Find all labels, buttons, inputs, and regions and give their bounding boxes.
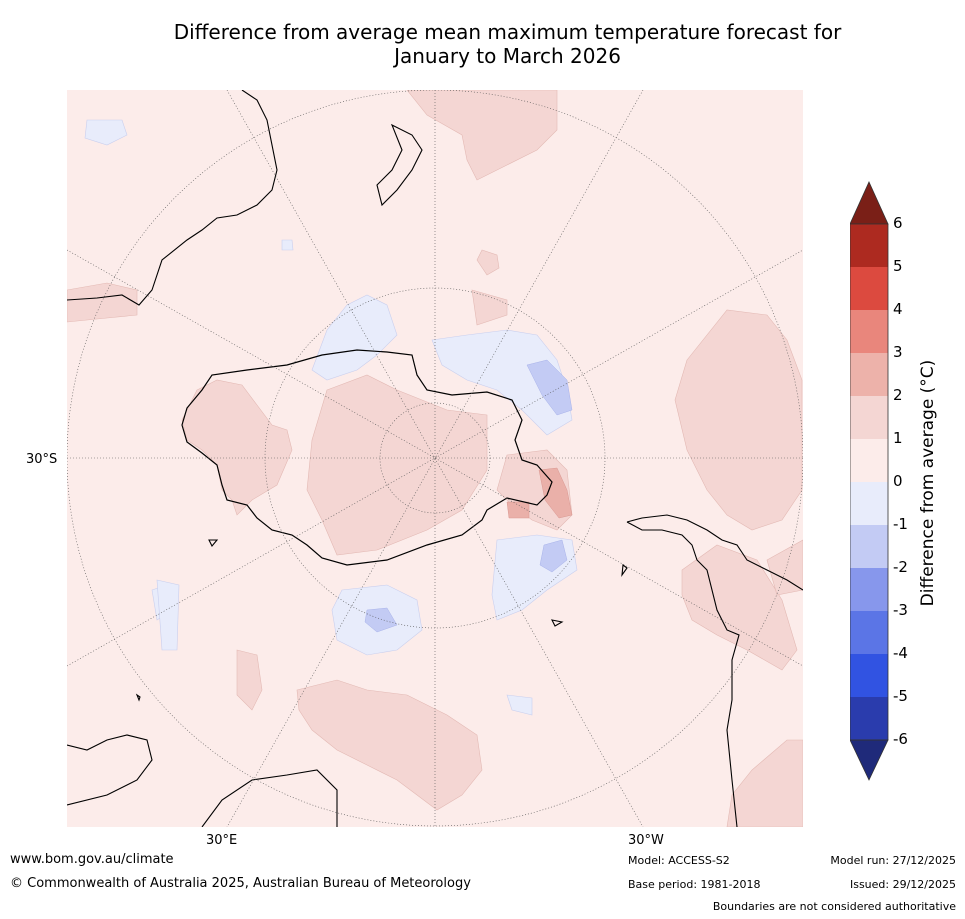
colorbar-tick: -4 [893,644,908,662]
colorbar-tick: -5 [893,687,908,705]
colorbar-tick: -2 [893,558,908,576]
issued-text: Issued: 29/12/2025 [849,878,956,891]
colorbar-band [850,525,888,568]
colorbar-tick: -6 [893,730,908,748]
colorbar-tick: 4 [893,300,903,318]
colorbar-band [850,396,888,439]
polar-map [67,90,803,827]
colorbar-band [850,267,888,310]
colorbar-tick: 3 [893,343,903,361]
colorbar-band [850,224,888,267]
coastlines [67,90,803,827]
colorbar-tick: 2 [893,386,903,404]
colorbar-tick: 1 [893,429,903,447]
lat-label-30s: 30°S [26,452,58,467]
title-line-1: Difference from average mean maximum tem… [173,20,842,44]
website-link[interactable]: www.bom.gov.au/climate [10,852,174,867]
colorbar-band [850,654,888,697]
colorbar-top-arrow [850,181,889,225]
colorbar-tick: -3 [893,601,908,619]
chart-title: Difference from average mean maximum tem… [0,20,965,68]
anomaly-minus2-to-minus1 [364,359,573,633]
base-period-text: Base period: 1981-2018 [628,878,761,891]
colorbar-band [850,353,888,396]
anomaly-1-to-2 [67,90,803,827]
model-run-text: Model run: 27/12/2025 [830,854,956,867]
colorbar-band [850,568,888,611]
colorbar [850,181,889,781]
colorbar-frame [850,223,889,741]
colorbar-bottom-arrow [850,739,889,781]
colorbar-band [850,482,888,525]
copyright-text: © Commonwealth of Australia 2025, Austra… [10,876,471,891]
colorbar-tick: 0 [893,472,903,490]
graticule [67,90,803,827]
colorbar-tick: -1 [893,515,908,533]
colorbar-band [850,611,888,654]
colorbar-label: Difference from average (°C) [918,359,938,607]
disclaimer-text: Boundaries are not considered authoritat… [712,900,956,913]
antarctica-coastline [181,349,553,566]
colorbar-tick: 5 [893,257,903,275]
lon-label-30w: 30°W [628,833,664,848]
colorbar-band [850,310,888,353]
lon-label-30e: 30°E [206,833,238,848]
colorbar-band [850,697,888,740]
title-line-2: January to March 2026 [394,44,621,68]
colorbar-band [850,439,888,482]
colorbar-tick: 6 [893,214,903,232]
anomaly-2-to-3 [506,467,573,519]
model-text: Model: ACCESS-S2 [628,854,730,867]
